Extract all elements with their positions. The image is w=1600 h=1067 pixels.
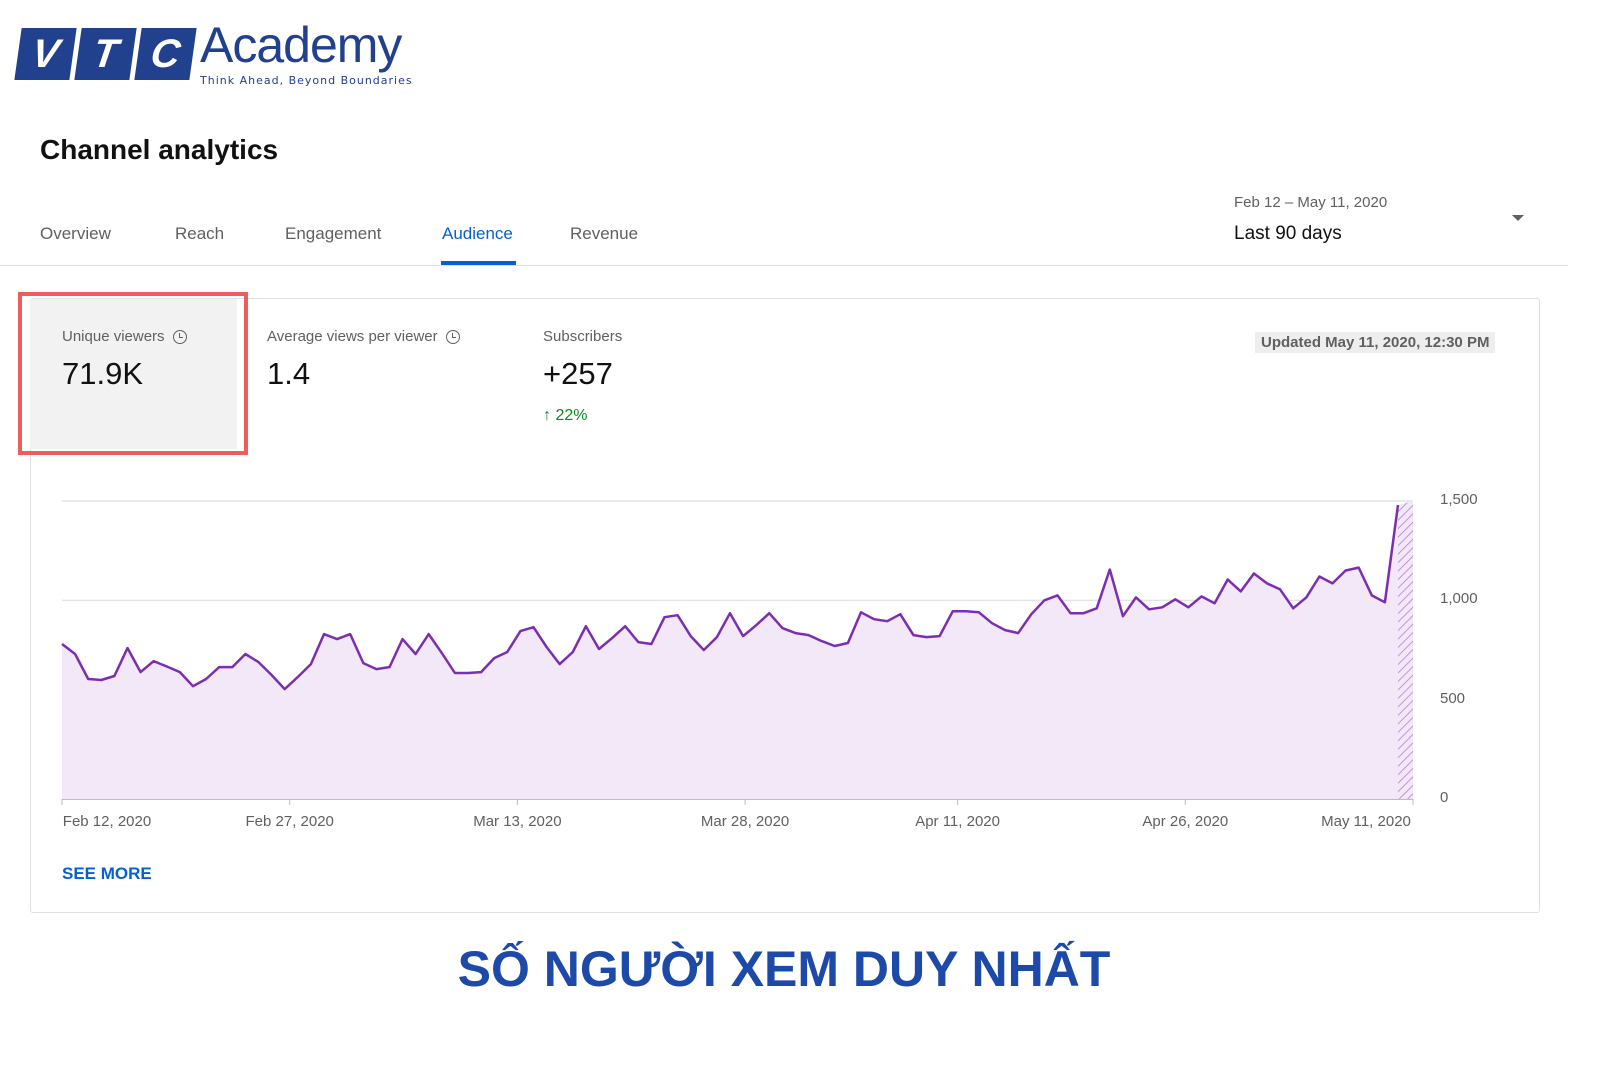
tab-overview[interactable]: Overview — [40, 224, 111, 243]
see-more-link[interactable]: SEE MORE — [62, 864, 152, 883]
y-tick-label: 0 — [1440, 789, 1449, 806]
metric-subscribers-label: Subscribers — [543, 328, 623, 345]
chevron-down-icon[interactable] — [1512, 215, 1524, 221]
vtc-academy-logo: V T C Academy Think Ahead, Beyond Bounda… — [14, 20, 448, 90]
arrow-up-icon: ↑ — [543, 407, 551, 424]
metric-unique-viewers-label: Unique viewers — [62, 328, 187, 345]
y-tick-label: 1,000 — [1440, 590, 1478, 608]
tab-reach[interactable]: Reach — [175, 224, 225, 243]
updated-timestamp: Updated May 11, 2020, 12:30 PM — [1255, 332, 1496, 353]
selected-metric-background[interactable] — [30, 299, 237, 449]
x-tick-label: May 11, 2020 — [1321, 813, 1411, 830]
active-tab-indicator — [441, 261, 516, 265]
metric-label-text: Average views per viewer — [267, 328, 438, 345]
header-divider — [0, 265, 1568, 266]
clock-icon — [172, 330, 187, 344]
delta-text: 22% — [555, 407, 588, 424]
tab-revenue[interactable]: Revenue — [570, 224, 639, 243]
unique-viewers-chart — [61, 500, 1414, 805]
metric-unique-viewers-value: 71.9K — [62, 356, 144, 391]
x-tick-label: Feb 12, 2020 — [62, 813, 152, 830]
date-preset-select[interactable]: Last 90 days — [1234, 223, 1342, 244]
metric-label-text: Unique viewers — [62, 328, 165, 345]
y-tick-label: 1,500 — [1440, 491, 1478, 508]
partial-period-hatch — [1398, 501, 1413, 799]
x-tick-label: Mar 28, 2020 — [700, 813, 790, 830]
area-fill — [62, 505, 1398, 799]
metric-avg-views-value: 1.4 — [267, 356, 311, 391]
page-title: Channel analytics — [40, 134, 279, 165]
x-tick-label: Feb 27, 2020 — [245, 813, 334, 830]
clock-icon — [445, 330, 460, 344]
x-tick-label: Apr 26, 2020 — [1142, 813, 1229, 830]
tab-audience[interactable]: Audience — [442, 224, 513, 243]
subscribers-delta: ↑ 22% — [543, 407, 587, 425]
x-tick-label: Apr 11, 2020 — [915, 813, 1000, 830]
metric-subscribers-value: +257 — [543, 356, 613, 391]
series-line — [61, 504, 1400, 691]
tab-engagement[interactable]: Engagement — [285, 224, 382, 243]
metric-avg-views-label: Average views per viewer — [267, 328, 460, 345]
x-tick-label: Mar 13, 2020 — [473, 813, 562, 830]
y-tick-label: 500 — [1440, 689, 1466, 707]
caption-heading: SỐ NGƯỜI XEM DUY NHẤT — [457, 941, 1111, 997]
date-range[interactable]: Feb 12 – May 11, 2020 — [1234, 194, 1388, 211]
logo-word: Academy — [200, 17, 402, 73]
metrics-card — [30, 298, 1540, 913]
highlight-box — [18, 292, 248, 455]
logo-tagline: Think Ahead, Beyond Boundaries — [200, 74, 413, 87]
